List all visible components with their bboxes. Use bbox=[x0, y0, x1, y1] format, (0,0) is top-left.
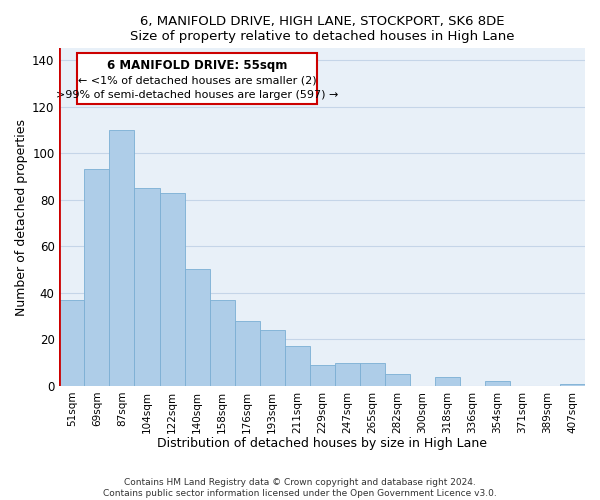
Bar bbox=[435, 376, 460, 386]
Bar bbox=[109, 130, 134, 386]
Bar bbox=[185, 270, 209, 386]
Bar bbox=[134, 188, 160, 386]
Bar bbox=[360, 362, 385, 386]
Bar bbox=[85, 170, 109, 386]
Text: Contains HM Land Registry data © Crown copyright and database right 2024.
Contai: Contains HM Land Registry data © Crown c… bbox=[103, 478, 497, 498]
Bar bbox=[560, 384, 585, 386]
Bar bbox=[385, 374, 410, 386]
Bar bbox=[59, 300, 85, 386]
Bar bbox=[260, 330, 284, 386]
Bar bbox=[160, 192, 185, 386]
Bar bbox=[209, 300, 235, 386]
Bar bbox=[310, 365, 335, 386]
Bar bbox=[235, 320, 260, 386]
Bar bbox=[284, 346, 310, 386]
X-axis label: Distribution of detached houses by size in High Lane: Distribution of detached houses by size … bbox=[157, 437, 487, 450]
Text: ← <1% of detached houses are smaller (2): ← <1% of detached houses are smaller (2) bbox=[78, 75, 316, 85]
Bar bbox=[335, 362, 360, 386]
Bar bbox=[485, 381, 510, 386]
FancyBboxPatch shape bbox=[77, 53, 317, 104]
Y-axis label: Number of detached properties: Number of detached properties bbox=[15, 118, 28, 316]
Title: 6, MANIFOLD DRIVE, HIGH LANE, STOCKPORT, SK6 8DE
Size of property relative to de: 6, MANIFOLD DRIVE, HIGH LANE, STOCKPORT,… bbox=[130, 15, 514, 43]
Text: 6 MANIFOLD DRIVE: 55sqm: 6 MANIFOLD DRIVE: 55sqm bbox=[107, 59, 287, 72]
Text: >99% of semi-detached houses are larger (597) →: >99% of semi-detached houses are larger … bbox=[56, 90, 338, 100]
